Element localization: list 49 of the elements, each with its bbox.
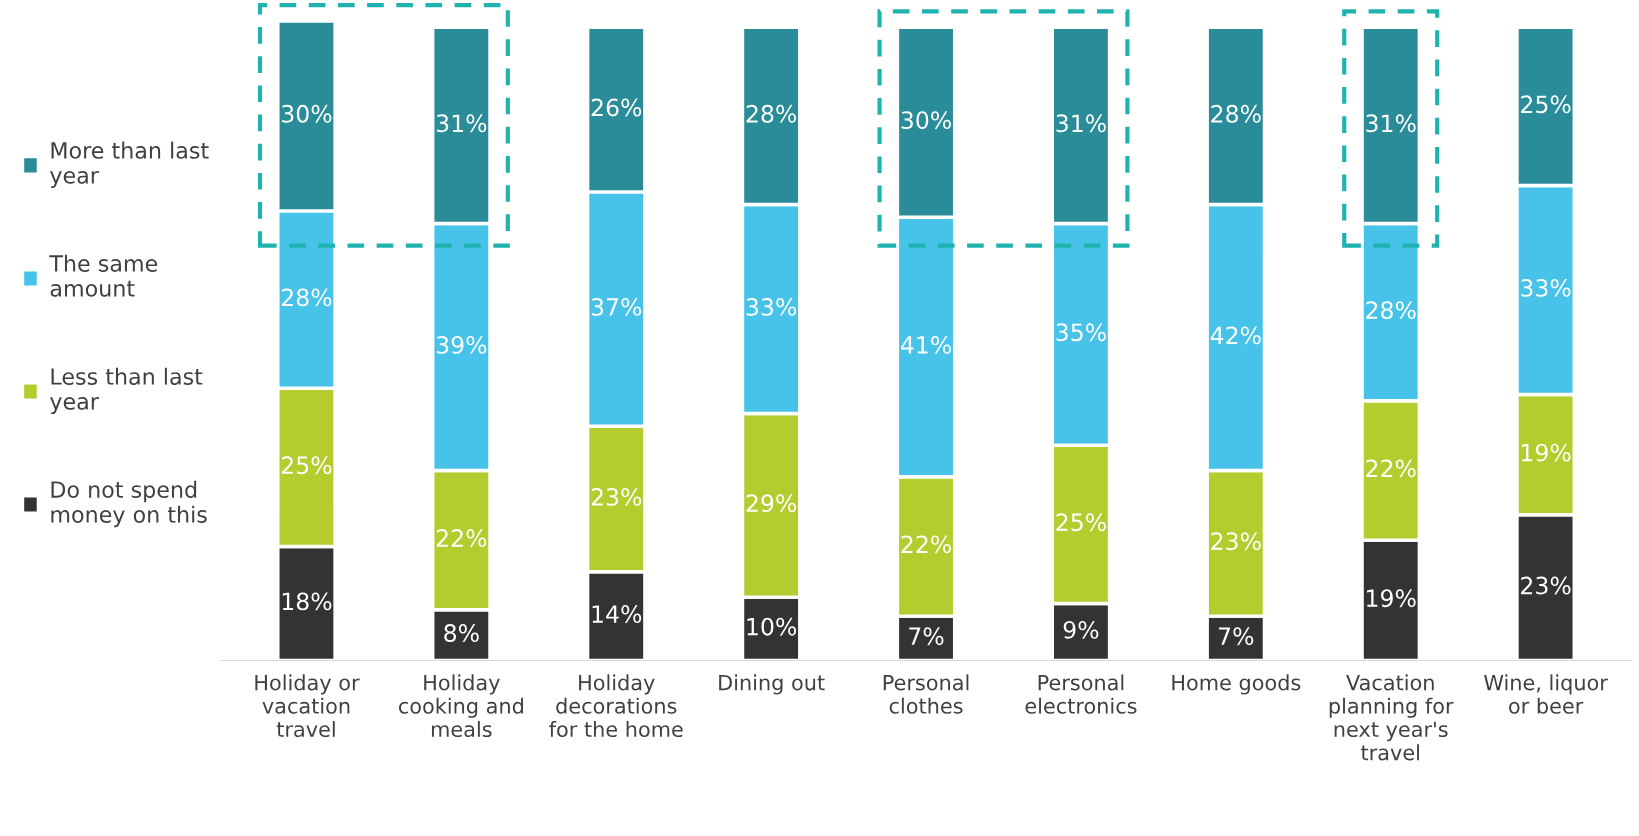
data-label: 19% — [1521, 443, 1571, 462]
legend-label: Do not spend money on this — [51, 480, 207, 528]
data-label: 25% — [281, 456, 332, 475]
data-label: 9% — [1063, 620, 1099, 639]
data-label: 28% — [746, 104, 797, 123]
x-tick-label: Vacation planning for next year's travel — [1329, 674, 1454, 761]
data-label: 22% — [436, 529, 487, 547]
data-label: 42% — [1210, 326, 1261, 345]
data-label: 33% — [1521, 279, 1571, 297]
x-tick-label: Wine, liquor or beer — [1484, 674, 1608, 714]
legend-label: Less than last year — [50, 367, 203, 415]
x-tick-label: Personal electronics — [1025, 674, 1137, 714]
data-label: 28% — [1366, 301, 1416, 320]
x-tick-label: Home goods — [1172, 674, 1301, 695]
data-label: 18% — [282, 592, 332, 611]
data-label: 23% — [1211, 532, 1261, 551]
data-label: 30% — [901, 111, 951, 130]
legend-label: The same amount — [49, 254, 158, 297]
data-label: 28% — [1211, 104, 1261, 123]
data-label: 25% — [1056, 513, 1106, 532]
data-label: 29% — [746, 494, 797, 513]
data-label: 31% — [436, 114, 487, 133]
data-label: 31% — [1366, 114, 1416, 133]
x-tick-label: Dining out — [719, 674, 825, 695]
data-label: 19% — [1367, 589, 1416, 608]
x-tick-label: Holiday decorations for the home — [549, 674, 683, 738]
data-label: 23% — [1521, 576, 1571, 595]
data-label: 25% — [1521, 95, 1571, 114]
data-label: 35% — [1056, 323, 1106, 342]
data-label: 41% — [900, 335, 951, 354]
x-tick-label: Personal clothes — [883, 674, 969, 714]
data-label: 14% — [592, 605, 642, 623]
data-label: 7% — [1219, 627, 1254, 646]
data-label: 33% — [746, 298, 797, 316]
data-label: 28% — [281, 288, 332, 307]
x-tick-label: Holiday cooking and meals — [398, 674, 523, 738]
data-label: 7% — [909, 627, 944, 646]
data-label: 10% — [747, 617, 797, 636]
legend-label: More than last year — [50, 141, 209, 189]
data-label: 23% — [591, 487, 642, 506]
data-label: 37% — [591, 298, 642, 316]
data-label: 8% — [444, 624, 479, 642]
data-label: 31% — [1056, 114, 1106, 133]
data-label: 26% — [591, 98, 642, 117]
data-label: 22% — [901, 535, 951, 554]
data-label: 30% — [282, 104, 332, 123]
data-label: 22% — [1366, 459, 1416, 478]
x-tick-label: Holiday or vacation travel — [255, 674, 360, 738]
data-label: 39% — [436, 335, 487, 354]
